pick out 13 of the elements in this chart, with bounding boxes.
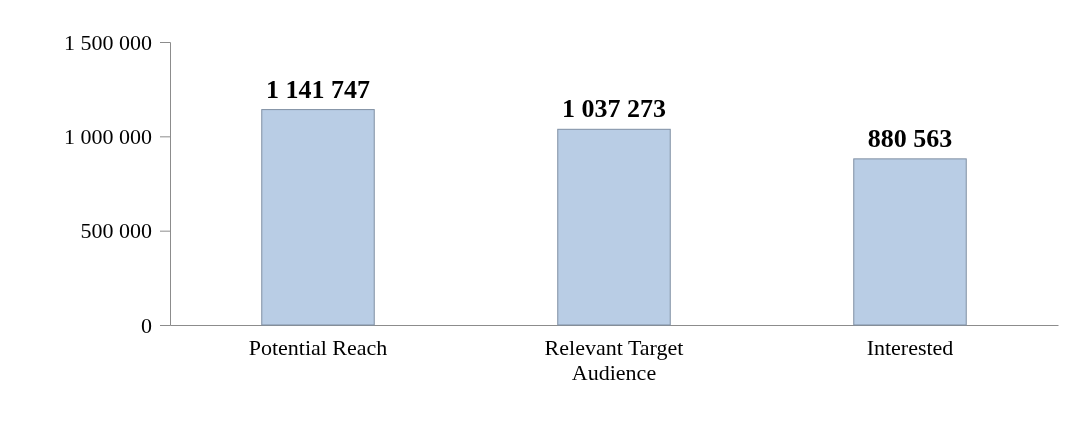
bar xyxy=(853,158,967,326)
x-tick-label: Interested xyxy=(866,334,954,360)
data-label: 1 037 273 xyxy=(562,94,666,124)
y-tick-label: 500 000 xyxy=(80,218,152,244)
x-tick-label: Relevant Target Audience xyxy=(544,334,684,385)
bar xyxy=(557,128,671,326)
y-tick-label: 0 xyxy=(141,312,152,338)
data-label: 1 141 747 xyxy=(266,74,370,104)
y-tick-label: 1 500 000 xyxy=(64,29,152,55)
y-tick-label: 1 000 000 xyxy=(64,123,152,149)
data-label: 880 563 xyxy=(867,123,953,153)
bar xyxy=(261,109,375,326)
x-tick-label: Potential Reach xyxy=(248,334,388,360)
